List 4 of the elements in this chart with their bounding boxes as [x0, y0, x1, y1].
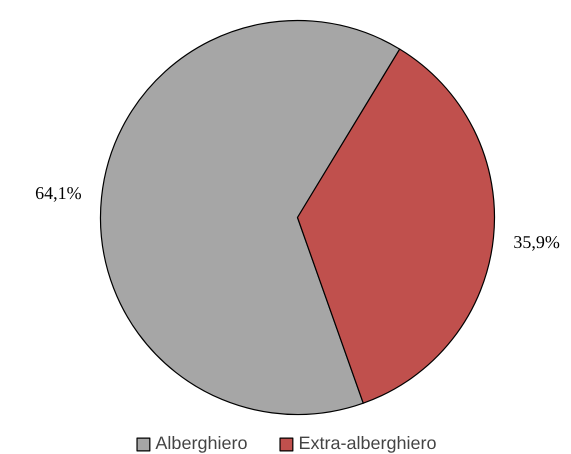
legend-label: Extra-alberghiero [298, 433, 437, 454]
data-label: 64,1% [35, 182, 82, 203]
data-label: 35,9% [513, 232, 560, 252]
legend-label: Alberghiero [155, 433, 248, 454]
